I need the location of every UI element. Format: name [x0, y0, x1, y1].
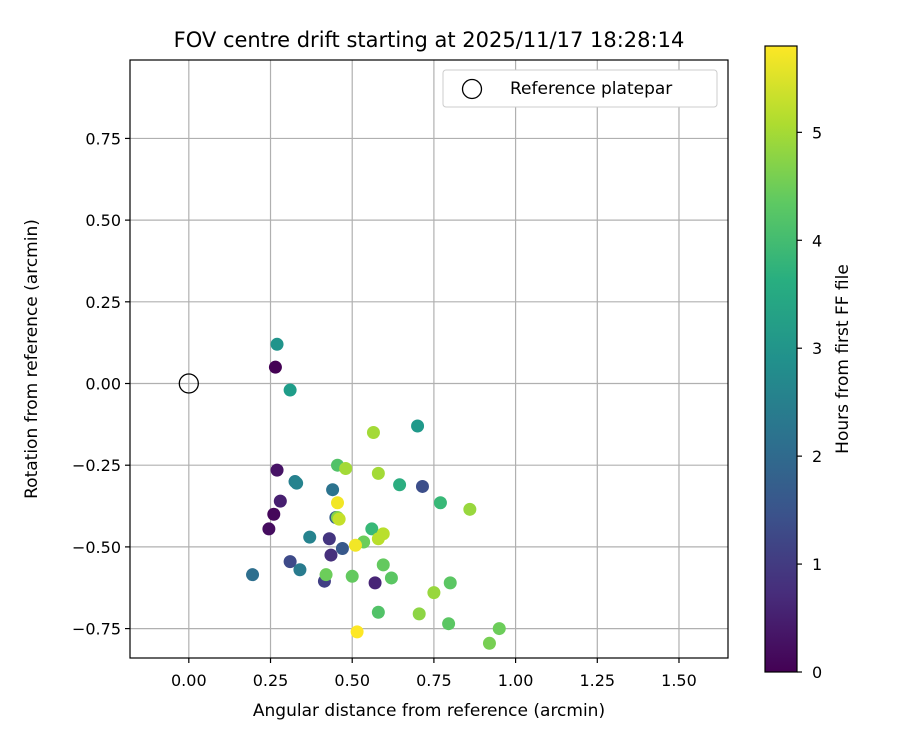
data-point	[290, 476, 304, 490]
data-point	[326, 483, 340, 497]
colorbar-ticks: 0 1 2 3 4 5	[797, 123, 822, 682]
data-points	[246, 337, 506, 650]
data-point	[415, 479, 429, 493]
y-tick-label: −0.75	[72, 620, 121, 639]
data-point	[322, 532, 336, 546]
legend-label: Reference platepar	[510, 79, 672, 99]
data-point	[393, 478, 407, 492]
data-point	[368, 576, 382, 590]
y-axis-ticks: −0.75 −0.50 −0.25 0.00 0.25 0.50 0.75	[72, 129, 130, 639]
y-tick-label: −0.25	[72, 456, 121, 475]
data-point	[270, 463, 284, 477]
data-point	[411, 419, 425, 433]
y-tick-label: 0.00	[85, 375, 121, 394]
x-tick-label: 1.25	[579, 671, 615, 690]
data-point	[267, 507, 281, 521]
colorbar-tick-label: 2	[812, 447, 822, 466]
data-point	[345, 569, 359, 583]
data-point	[283, 555, 297, 569]
legend: Reference platepar	[442, 69, 718, 108]
data-point	[293, 563, 307, 577]
data-point	[433, 496, 447, 510]
x-tick-label: 0.75	[416, 671, 452, 690]
x-tick-label: 1.50	[661, 671, 697, 690]
data-point	[324, 548, 338, 562]
data-point	[303, 530, 317, 544]
x-axis-title: Angular distance from reference (arcmin)	[253, 701, 605, 721]
data-point	[371, 605, 385, 619]
reference-platepar-marker	[178, 373, 199, 394]
data-point	[331, 496, 345, 510]
data-point	[270, 337, 284, 351]
data-point	[427, 586, 441, 600]
data-point	[246, 568, 260, 582]
data-point	[332, 512, 346, 526]
y-axis-title: Rotation from reference (arcmin)	[22, 219, 42, 499]
data-point	[283, 383, 297, 397]
data-point	[350, 625, 364, 639]
data-point	[412, 607, 426, 621]
data-point	[443, 576, 457, 590]
data-point	[365, 522, 379, 536]
data-point	[371, 532, 385, 546]
colorbar-gradient	[764, 45, 798, 673]
plot-frame	[129, 59, 729, 659]
data-point	[482, 636, 496, 650]
x-axis-ticks: 0.00 0.25 0.50 0.75 1.00 1.25 1.50	[171, 658, 697, 690]
colorbar-tick-label: 5	[812, 123, 822, 142]
y-tick-label: 0.25	[85, 293, 121, 312]
data-point	[492, 622, 506, 636]
chart-title: FOV centre drift starting at 2025/11/17 …	[174, 28, 685, 52]
data-point	[371, 466, 385, 480]
x-tick-label: 0.00	[171, 671, 207, 690]
data-point	[335, 542, 349, 556]
data-point	[262, 522, 276, 536]
x-tick-label: 1.00	[498, 671, 534, 690]
y-tick-label: −0.50	[72, 538, 121, 557]
data-point	[442, 617, 456, 631]
reference-marker-group	[178, 373, 199, 394]
colorbar-tick-label: 4	[812, 231, 822, 250]
data-point	[268, 360, 282, 374]
legend-marker-icon	[461, 78, 483, 100]
data-point	[384, 571, 398, 585]
colorbar-tick-label: 0	[812, 663, 822, 682]
data-point	[273, 494, 287, 508]
data-point	[376, 558, 390, 572]
x-tick-label: 0.25	[253, 671, 289, 690]
colorbar-title: Hours from first FF file	[833, 264, 853, 454]
colorbar-tick-label: 3	[812, 339, 822, 358]
data-point	[463, 502, 477, 516]
y-tick-label: 0.75	[85, 129, 121, 148]
data-point	[366, 426, 380, 440]
colorbar-tick-label: 1	[812, 555, 822, 574]
x-tick-label: 0.50	[334, 671, 370, 690]
legend-box	[442, 69, 718, 108]
data-point	[339, 461, 353, 475]
colorbar: 0 1 2 3 4 5 Hours from first FF file	[764, 45, 853, 682]
gridlines	[130, 60, 728, 658]
y-tick-label: 0.50	[85, 211, 121, 230]
data-point	[348, 538, 362, 552]
data-point	[319, 568, 333, 582]
